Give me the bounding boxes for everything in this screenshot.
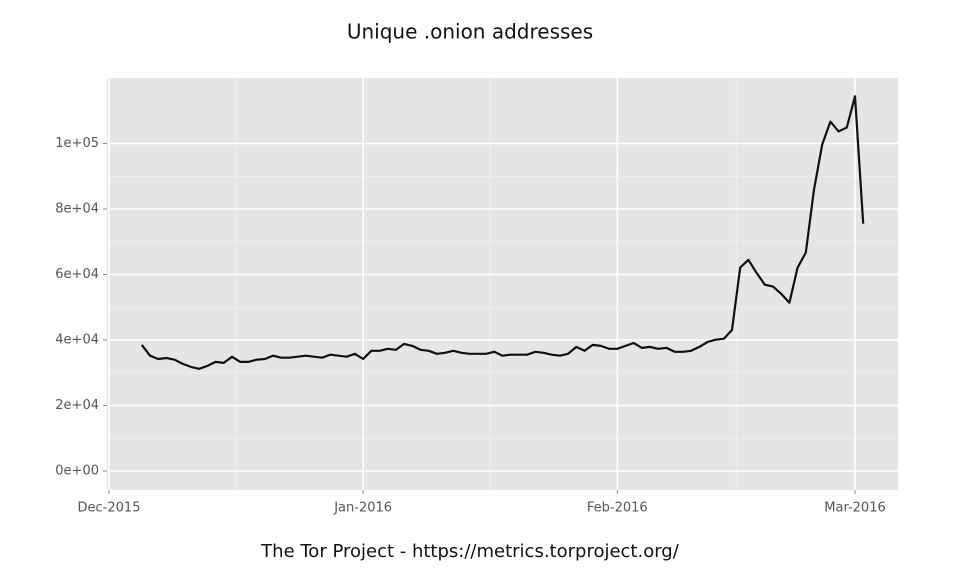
x-tick-label: Jan-2016	[333, 501, 392, 516]
chart-title: Unique .onion addresses	[347, 20, 593, 44]
x-tick-label: Feb-2016	[587, 501, 648, 516]
x-tick-label: Mar-2016	[824, 501, 885, 516]
plot-background	[107, 78, 898, 490]
x-tick-label: Dec-2015	[78, 501, 141, 516]
y-tick-label: 8e+04	[55, 202, 99, 217]
y-tick-label: 2e+04	[55, 398, 99, 413]
y-tick-label: 4e+04	[55, 333, 99, 348]
caption: The Tor Project - https://metrics.torpro…	[260, 541, 680, 562]
y-tick-label: 6e+04	[55, 267, 99, 282]
y-tick-label: 1e+05	[55, 136, 99, 151]
data-line	[140, 95, 865, 370]
y-tick-label: 0e+00	[55, 464, 99, 479]
